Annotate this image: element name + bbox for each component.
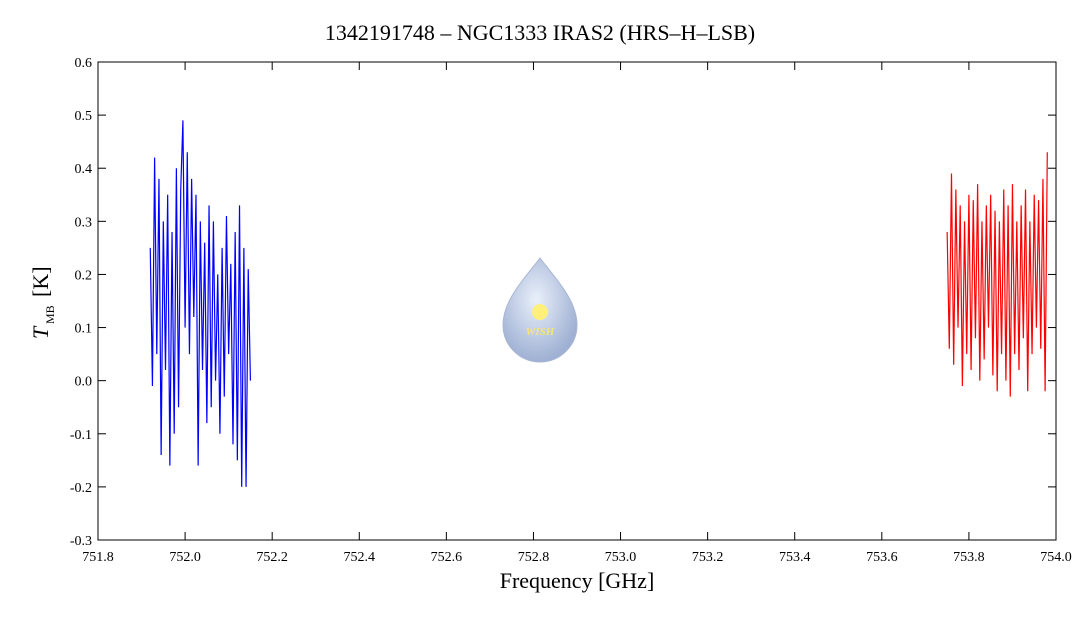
y-axis-label: T MB [K] [28,266,57,339]
y-tick-label: -0.3 [70,534,92,549]
logo-star [532,304,548,320]
x-tick-label: 753.6 [866,550,898,565]
x-tick-label: 754.0 [1040,550,1072,565]
x-tick-label: 751.8 [82,550,114,565]
y-tick-label: 0.6 [75,56,93,71]
y-tick-label: -0.1 [70,428,92,443]
x-tick-label: 752.6 [431,550,463,565]
x-tick-label: 752.2 [256,550,288,565]
y-tick-label: -0.2 [70,481,92,496]
y-tick-label: 0.1 [75,322,93,337]
y-tick-label: 0.2 [75,268,93,283]
logo: WISH [502,257,578,363]
y-label-unit: [K] [28,266,53,297]
x-tick-label: 752.0 [169,550,201,565]
y-tick-label: 0.5 [75,109,93,124]
plot-frame [97,61,1057,541]
y-tick-label: 0.4 [75,162,93,177]
x-tick-label: 753.0 [605,550,637,565]
spectrum-line [149,120,252,487]
x-axis-label: Frequency [GHz] [500,568,655,593]
logo-text: WISH [526,326,555,338]
x-tick-label: 753.8 [953,550,985,565]
y-tick-label: 0.0 [75,375,93,390]
y-tick-label: 0.3 [75,215,93,230]
x-tick-label: 753.4 [779,550,811,565]
x-tick-label: 752.8 [518,550,550,565]
spectrum-line [946,152,1048,397]
x-tick-label: 753.2 [692,550,724,565]
x-tick-label: 752.4 [344,550,376,565]
y-label-symbol: T [28,325,53,339]
chart-title: 1342191748 – NGC1333 IRAS2 (HRS–H–LSB) [325,20,755,45]
y-label-subscript: MB [43,305,57,324]
